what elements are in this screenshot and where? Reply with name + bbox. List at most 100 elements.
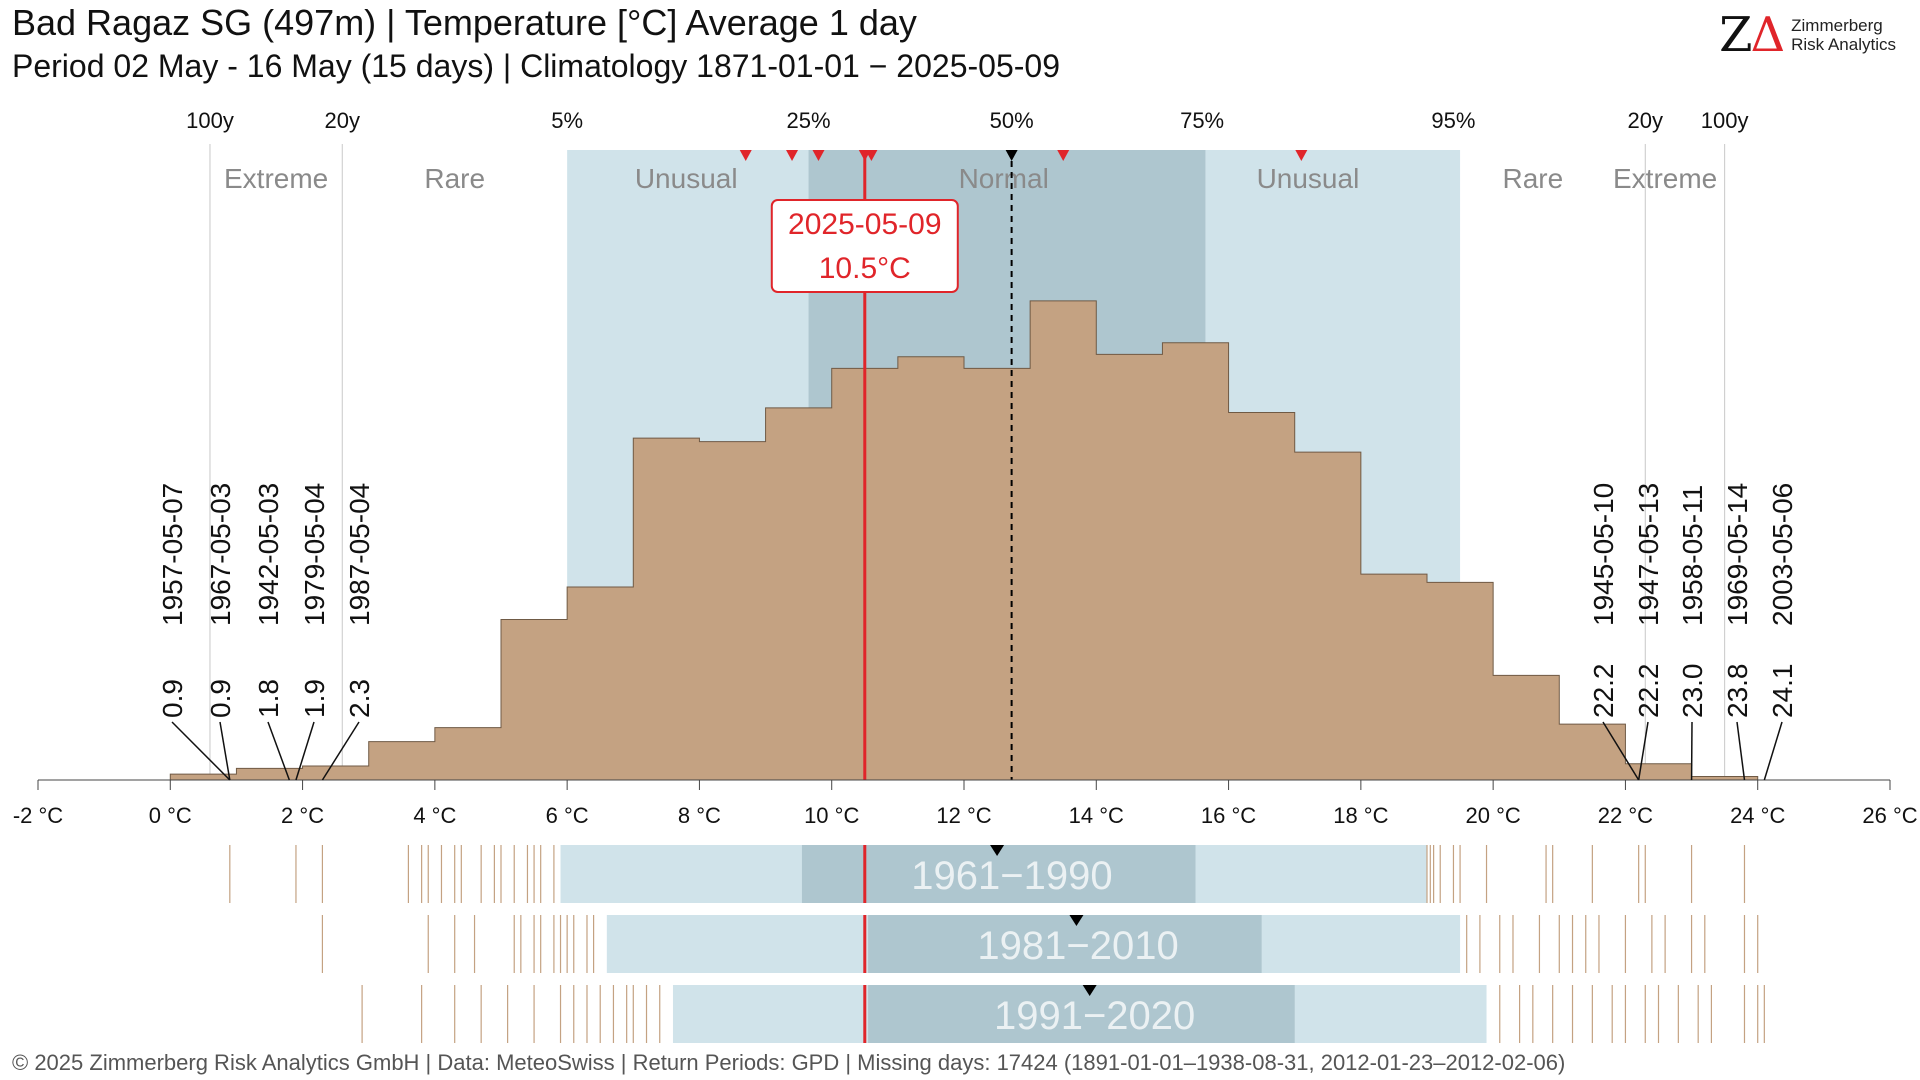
histogram-bar xyxy=(1692,777,1758,780)
climatology-median-marker xyxy=(990,845,1005,856)
marker-triangle xyxy=(786,150,799,161)
extreme-label-group: 2.3 1987-05-04 xyxy=(344,483,375,718)
extreme-label-group: 0.9 1957-05-07 xyxy=(157,483,188,718)
logo-mark: ZΔ xyxy=(1719,7,1785,63)
extreme-value-label: 0.9 xyxy=(205,679,236,718)
x-tick-label: 8 °C xyxy=(678,803,721,828)
extreme-label-group: 23.0 1958-05-11 xyxy=(1677,485,1708,718)
percentile-label: 75% xyxy=(1180,108,1224,133)
marker-triangle xyxy=(865,150,878,161)
histogram-bar xyxy=(435,728,501,780)
zone-label: Unusual xyxy=(635,163,738,194)
extreme-label-group: 22.2 1947-05-13 xyxy=(1633,483,1664,718)
histogram-bar xyxy=(1625,764,1691,780)
histogram-bar xyxy=(1229,413,1295,780)
climatology-period-label: 1981−2010 xyxy=(977,924,1178,968)
percentile-label: 95% xyxy=(1431,108,1475,133)
return-period-label: 20y xyxy=(1628,108,1663,133)
marker-triangle xyxy=(812,150,825,161)
x-tick-label: 6 °C xyxy=(546,803,589,828)
x-tick-label: 2 °C xyxy=(281,803,324,828)
histogram-bar xyxy=(766,408,832,780)
chart-title: Bad Ragaz SG (497m) | Temperature [°C] A… xyxy=(12,2,917,43)
percentile-label: 5% xyxy=(551,108,583,133)
histogram-bar xyxy=(236,768,302,780)
extreme-date-label: 1957-05-07 xyxy=(157,483,188,626)
return-period-label: 20y xyxy=(325,108,360,133)
histogram-bar xyxy=(898,357,964,780)
extreme-label-group: 0.9 1967-05-03 xyxy=(205,483,236,718)
climate-histogram-chart: 100y 20y 20y 100y 5% 25% 50% 75% 95% Extreme Rare U… xyxy=(13,108,1918,1043)
marker-triangle xyxy=(1005,150,1018,161)
x-tick-label: 20 °C xyxy=(1466,803,1521,828)
extreme-value-label: 22.2 xyxy=(1588,664,1619,719)
extreme-date-label: 1979-05-04 xyxy=(299,483,330,626)
extreme-value-label: 24.1 xyxy=(1767,664,1798,719)
histogram-bar xyxy=(1295,452,1361,780)
x-tick-label: 0 °C xyxy=(149,803,192,828)
climatology-period-label: 1961−1990 xyxy=(911,854,1112,898)
x-tick-label: 10 °C xyxy=(804,803,859,828)
histogram-bar xyxy=(1559,724,1625,780)
extreme-leader-line xyxy=(1763,721,1783,781)
x-tick-label: 4 °C xyxy=(413,803,456,828)
percentile-label: 25% xyxy=(787,108,831,133)
logo-line-2: Risk Analytics xyxy=(1791,35,1896,54)
extreme-date-label: 1958-05-11 xyxy=(1677,485,1708,626)
histogram-bar xyxy=(1361,574,1427,780)
histogram-bar xyxy=(964,368,1030,780)
extreme-label-group: 22.2 1945-05-10 xyxy=(1588,483,1619,718)
x-tick-label: 24 °C xyxy=(1730,803,1785,828)
histogram-bar xyxy=(369,742,435,780)
x-tick-label: 16 °C xyxy=(1201,803,1256,828)
climatology-period-label: 1991−2020 xyxy=(994,994,1195,1038)
histogram-bar xyxy=(501,620,567,780)
zone-label: Extreme xyxy=(1613,163,1717,194)
histogram-bar xyxy=(699,442,765,780)
extreme-value-label: 1.8 xyxy=(253,679,284,718)
extreme-date-label: 1969-05-14 xyxy=(1722,483,1753,626)
extreme-value-label: 1.9 xyxy=(299,679,330,718)
climatology-inner-band xyxy=(801,845,1196,903)
histogram-bar xyxy=(567,587,633,780)
extreme-label-group: 23.8 1969-05-14 xyxy=(1722,483,1753,718)
zone-label: Extreme xyxy=(224,163,328,194)
extreme-date-label: 1987-05-04 xyxy=(344,483,375,626)
extreme-date-label: 2003-05-06 xyxy=(1767,483,1798,626)
return-period-label: 100y xyxy=(186,108,234,133)
company-logo: ZΔ Zimmerberg Risk Analytics xyxy=(1719,10,1896,60)
marker-triangle xyxy=(1057,150,1070,161)
logo-text: Zimmerberg Risk Analytics xyxy=(1791,16,1896,54)
marker-triangle xyxy=(739,150,752,161)
x-tick-label: 14 °C xyxy=(1069,803,1124,828)
histogram-bar xyxy=(1096,354,1162,780)
header: Bad Ragaz SG (497m) | Temperature [°C] A… xyxy=(12,0,1512,86)
climatology-inner-band xyxy=(868,985,1295,1043)
extreme-leader-line xyxy=(295,721,315,781)
current-date-label: 2025-05-09 xyxy=(788,208,941,241)
histogram-bar xyxy=(1030,301,1096,780)
x-tick-label: 22 °C xyxy=(1598,803,1653,828)
return-period-label: 100y xyxy=(1701,108,1749,133)
x-tick-label: 18 °C xyxy=(1333,803,1388,828)
extreme-label-group: 1.8 1942-05-03 xyxy=(253,483,284,718)
extreme-date-label: 1945-05-10 xyxy=(1588,483,1619,626)
zone-label: Rare xyxy=(424,163,485,194)
extreme-leader-line xyxy=(1736,721,1746,781)
climatology-median-marker xyxy=(1069,915,1084,926)
extreme-leader-line xyxy=(219,721,231,781)
extreme-leader-line xyxy=(1637,721,1649,781)
x-tick-label: 12 °C xyxy=(936,803,991,828)
extreme-value-label: 23.0 xyxy=(1677,664,1708,719)
histogram-bar xyxy=(303,766,369,780)
x-tick-label: 26 °C xyxy=(1862,803,1917,828)
extreme-value-label: 23.8 xyxy=(1722,664,1753,719)
extreme-value-label: 2.3 xyxy=(344,679,375,718)
extreme-label-group: 1.9 1979-05-04 xyxy=(299,483,330,718)
climatology-median-marker xyxy=(1082,985,1097,996)
extreme-date-label: 1942-05-03 xyxy=(253,483,284,626)
zone-label: Normal xyxy=(959,163,1049,194)
extreme-leader-line xyxy=(171,721,231,781)
marker-triangle xyxy=(1295,150,1308,161)
histogram-outline xyxy=(169,300,1759,781)
